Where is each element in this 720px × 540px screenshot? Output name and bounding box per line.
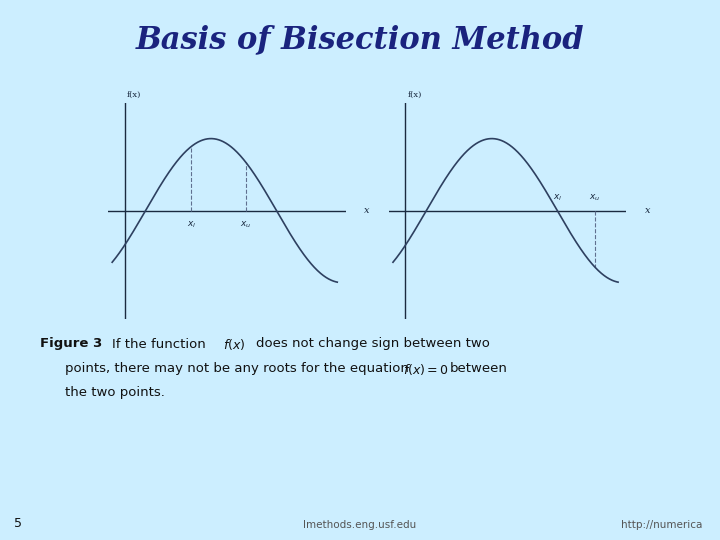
Text: $x_u$: $x_u$	[240, 219, 251, 230]
Text: $x_u$: $x_u$	[590, 193, 600, 204]
Text: the two points.: the two points.	[65, 386, 165, 399]
Text: $x_l$: $x_l$	[553, 193, 562, 204]
Text: does not change sign between two: does not change sign between two	[256, 338, 490, 350]
Text: 5: 5	[14, 517, 22, 530]
Text: between: between	[450, 362, 508, 375]
Text: $f(x)=0$: $f(x)=0$	[403, 362, 449, 377]
Text: http://numerica: http://numerica	[621, 520, 702, 530]
Text: f(x): f(x)	[408, 91, 422, 99]
Text: x: x	[364, 206, 370, 215]
Text: points, there may not be any roots for the equation: points, there may not be any roots for t…	[65, 362, 409, 375]
Text: $f(x)$: $f(x)$	[223, 338, 246, 353]
Text: f(x): f(x)	[127, 91, 141, 99]
Text: If the function: If the function	[112, 338, 205, 350]
Text: x: x	[645, 206, 651, 215]
Text: Basis of Bisection Method: Basis of Bisection Method	[135, 24, 585, 55]
Text: Figure 3: Figure 3	[40, 338, 102, 350]
Text: lmethods.eng.usf.edu: lmethods.eng.usf.edu	[303, 520, 417, 530]
Text: $x_l$: $x_l$	[186, 219, 196, 230]
